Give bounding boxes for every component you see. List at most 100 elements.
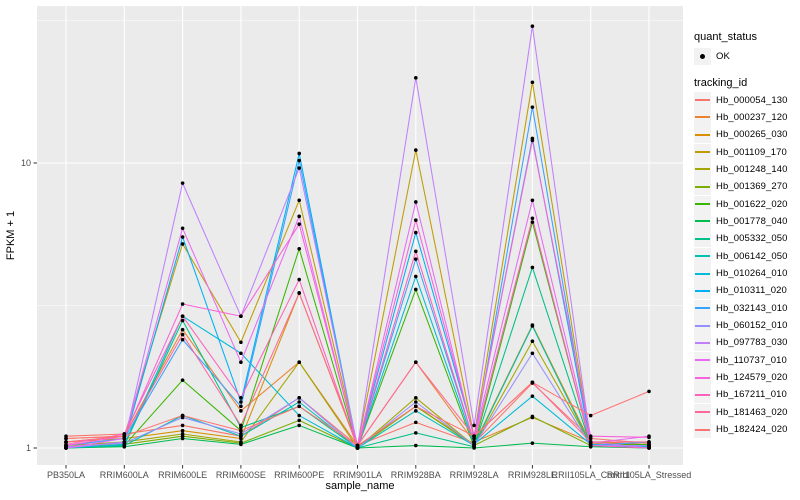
legend-line-swatch xyxy=(695,255,710,258)
data-point xyxy=(530,105,535,109)
x-tick-label: RRIM928LE xyxy=(508,470,557,480)
data-point xyxy=(239,432,243,436)
data-point xyxy=(530,394,535,398)
legend-line-swatch xyxy=(695,203,710,206)
legend-key-box xyxy=(694,126,711,144)
legend-key-box xyxy=(694,334,711,352)
data-point xyxy=(414,274,418,279)
data-point xyxy=(414,431,418,435)
data-point xyxy=(297,418,302,423)
data-point xyxy=(472,434,476,439)
legend-entry-Hb_032143_010: Hb_032143_010 xyxy=(694,299,788,317)
data-point xyxy=(297,246,302,251)
data-point xyxy=(180,235,185,239)
y-tick-label: 10 xyxy=(21,158,31,168)
data-point xyxy=(297,400,302,404)
legend-entry-Hb_182424_020: Hb_182424_020 xyxy=(694,421,788,439)
x-tick-label: RRIM928BA xyxy=(391,470,441,480)
data-point xyxy=(414,76,418,80)
legend-title-quant-status: quant_status xyxy=(694,31,757,43)
data-point xyxy=(180,337,185,342)
legend-entry-quant-ok: OK xyxy=(694,48,730,65)
legend-title-tracking-id: tracking_id xyxy=(694,77,748,89)
legend-entry-label: Hb_124579_020 xyxy=(716,372,788,384)
data-point xyxy=(588,443,593,448)
legend-entry-label: Hb_010264_010 xyxy=(716,268,788,279)
data-point xyxy=(530,380,535,385)
data-point xyxy=(239,314,243,319)
legend-line-swatch xyxy=(695,359,710,362)
legend-line-swatch xyxy=(695,99,710,101)
data-point xyxy=(530,80,535,85)
legend-entry-label: Hb_005332_050 xyxy=(716,233,788,245)
data-point xyxy=(530,265,535,270)
data-point xyxy=(180,413,185,418)
data-point xyxy=(530,198,535,203)
data-point xyxy=(297,423,302,428)
legend-entry-label: Hb_006142_050 xyxy=(716,250,788,262)
legend-entry-Hb_001622_020: Hb_001622_020 xyxy=(694,195,788,213)
data-point xyxy=(180,226,185,231)
data-point xyxy=(414,420,418,425)
data-point xyxy=(414,200,418,204)
data-point xyxy=(647,435,651,440)
legend-key-box xyxy=(694,299,711,317)
legend-entry-Hb_110737_010: Hb_110737_010 xyxy=(694,351,787,369)
data-point xyxy=(414,396,418,400)
legend-line-swatch xyxy=(695,168,710,171)
data-point xyxy=(297,291,302,295)
data-point xyxy=(472,423,476,428)
data-point xyxy=(239,409,243,413)
legend-line-swatch xyxy=(695,272,710,275)
legend-line-swatch xyxy=(695,376,710,379)
data-point xyxy=(239,351,243,356)
data-point xyxy=(414,230,418,235)
legend-key-box xyxy=(694,195,711,213)
legend-entry-Hb_010264_010: Hb_010264_010 xyxy=(694,265,788,282)
legend-key-box xyxy=(694,91,711,109)
legend-key-box xyxy=(694,212,711,230)
data-point xyxy=(297,214,302,219)
legend-entry-Hb_060152_010: Hb_060152_010 xyxy=(694,317,788,335)
data-point xyxy=(414,249,418,254)
legend-key-box xyxy=(694,230,711,248)
data-point xyxy=(647,389,651,394)
legend: quant_status OK tracking_id Hb_000054_13… xyxy=(690,0,800,500)
data-point xyxy=(239,360,243,365)
legend-entry-Hb_000054_130: Hb_000054_130 xyxy=(694,91,788,109)
data-point xyxy=(64,440,68,444)
legend-key-box xyxy=(694,403,711,421)
x-tick-label: RRIM600LE xyxy=(158,470,207,480)
legend-line-swatch xyxy=(695,341,710,344)
data-point xyxy=(414,360,418,365)
legend-entry-label: OK xyxy=(716,51,730,62)
legend-entry-Hb_181463_020: Hb_181463_020 xyxy=(694,403,788,421)
legend-entry-Hb_124579_020: Hb_124579_020 xyxy=(694,369,788,387)
x-tick-label: RRIM600SE xyxy=(216,470,266,480)
data-point xyxy=(239,400,243,404)
data-point xyxy=(64,436,68,441)
legend-entry-label: Hb_001369_270 xyxy=(716,181,788,193)
data-point xyxy=(414,443,418,448)
data-point xyxy=(239,442,243,447)
data-point xyxy=(180,318,185,323)
data-point xyxy=(588,434,593,439)
legend-entry-label: Hb_000054_130 xyxy=(716,94,788,106)
data-point xyxy=(530,351,535,356)
legend-key-box xyxy=(694,143,711,161)
panel-background xyxy=(37,6,683,465)
legend-line-swatch xyxy=(695,116,710,119)
legend-line-swatch xyxy=(695,151,710,154)
legend-entry-label: Hb_001109_170 xyxy=(716,146,787,158)
data-point xyxy=(239,423,243,428)
data-point xyxy=(414,257,418,261)
data-point xyxy=(180,181,185,185)
legend-entry-label: Hb_001248_140 xyxy=(716,163,788,175)
legend-line-swatch xyxy=(695,411,710,414)
data-point xyxy=(180,242,185,246)
data-point xyxy=(530,414,535,419)
x-tick-label: RRIM928LA xyxy=(450,470,499,480)
legend-line-swatch xyxy=(695,289,710,292)
